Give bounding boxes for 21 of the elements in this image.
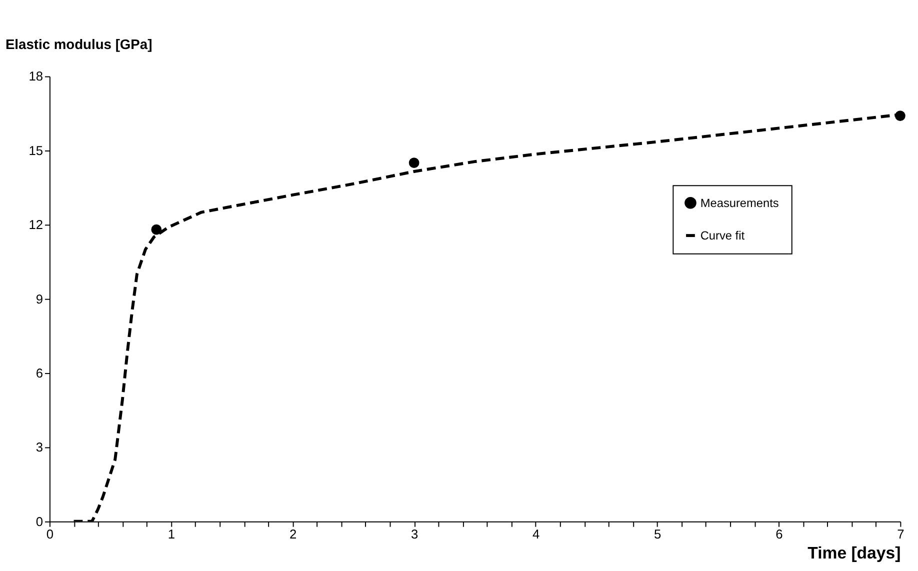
y-tick-label: 9 bbox=[36, 291, 44, 306]
x-tick-label: 4 bbox=[532, 526, 540, 542]
y-tick-label: 3 bbox=[36, 440, 44, 455]
x-tick-label: 7 bbox=[897, 526, 904, 542]
y-tick-label: 12 bbox=[28, 217, 44, 232]
x-tick-label: 3 bbox=[410, 526, 418, 542]
y-axis-title: Elastic modulus [GPa] bbox=[5, 36, 152, 52]
legend-label: Curve fit bbox=[700, 228, 746, 242]
y-tick-label: 0 bbox=[36, 514, 44, 529]
point bbox=[151, 224, 162, 235]
legend-label: Measurements bbox=[700, 196, 779, 210]
x-axis-title: Time [days] bbox=[808, 544, 901, 563]
x-tick-label: 2 bbox=[289, 526, 297, 542]
x-tick-label: 1 bbox=[168, 526, 176, 542]
x-tick-label: 6 bbox=[776, 526, 783, 542]
y-tick-label: 15 bbox=[28, 142, 44, 158]
y-tick-label: 18 bbox=[28, 68, 44, 84]
x-tick-label: 5 bbox=[654, 526, 662, 542]
point bbox=[408, 158, 420, 168]
y-tick-label: 6 bbox=[36, 365, 44, 380]
x-tick-label: 0 bbox=[46, 526, 54, 542]
